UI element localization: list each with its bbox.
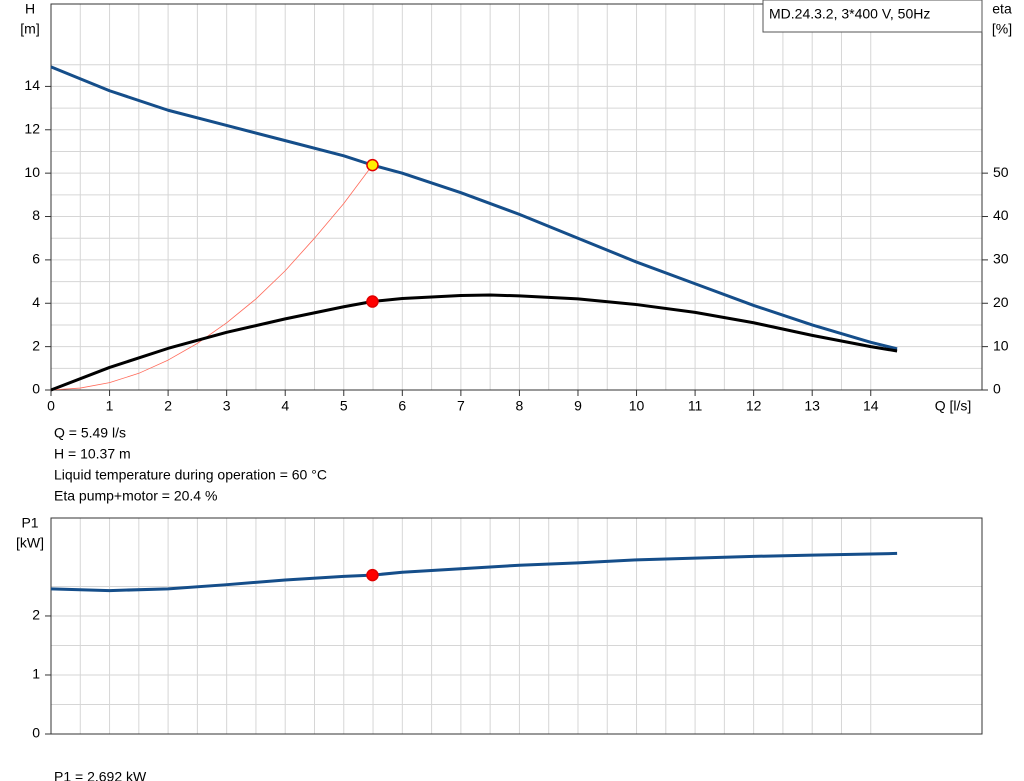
- x-tick-label: 8: [516, 398, 524, 414]
- y-tick-label: 14: [24, 77, 40, 93]
- x-tick-label: 11: [688, 398, 703, 414]
- plot-frame: [50, 517, 983, 735]
- y-axis-label: P1: [21, 515, 38, 531]
- y2-tick-label: 10: [993, 337, 1009, 353]
- operating-point: [366, 568, 379, 582]
- x-tick-label: 10: [629, 398, 645, 414]
- y2-tick-label: 30: [993, 251, 1009, 267]
- annotation: H = 10.37 m: [54, 446, 131, 462]
- curve: [50, 164, 373, 391]
- x-tick-label: 1: [106, 398, 114, 414]
- x-tick-label: 14: [863, 398, 879, 414]
- x-tick-label: 0: [47, 398, 55, 414]
- y2-tick-label: 20: [993, 294, 1009, 310]
- y-axis-label: H: [25, 1, 35, 17]
- x-tick-label: 6: [398, 398, 406, 414]
- curve: [50, 65, 898, 351]
- y-tick-label: 0: [32, 725, 40, 741]
- x-tick-label: 7: [457, 398, 465, 414]
- x-tick-label: 13: [804, 398, 820, 414]
- y-tick-label: 10: [24, 164, 40, 180]
- annotation: Eta pump+motor = 20.4 %: [54, 488, 217, 504]
- y-tick-label: 0: [32, 381, 40, 397]
- curve: [50, 293, 898, 392]
- plot-frame: [50, 3, 983, 391]
- label-text: MD.24.3.2, 3*400 V, 50Hz: [769, 6, 930, 22]
- y-tick-label: 4: [32, 294, 40, 310]
- y-tick-label: 1: [32, 666, 40, 682]
- x-axis-label: Q [l/s]: [935, 398, 972, 414]
- y2-axis-label: eta: [992, 1, 1012, 17]
- x-tick-label: 5: [340, 398, 348, 414]
- y-tick-label: 2: [32, 337, 40, 353]
- y-tick-label: 2: [32, 607, 40, 623]
- x-tick-label: 4: [281, 398, 289, 414]
- operating-point: [366, 158, 379, 172]
- annotation: Liquid temperature during operation = 60…: [54, 467, 327, 483]
- annotation: Q = 5.49 l/s: [54, 425, 126, 441]
- curve: [50, 551, 898, 593]
- y-axis-label: [m]: [20, 21, 39, 37]
- x-tick-label: 2: [164, 398, 172, 414]
- annotation: P1 = 2.692 kW: [54, 769, 147, 781]
- operating-point: [366, 295, 379, 308]
- x-tick-label: 9: [574, 398, 582, 414]
- y-tick-label: 6: [32, 251, 40, 267]
- y2-tick-label: 0: [993, 381, 1001, 397]
- x-tick-label: 3: [223, 398, 231, 414]
- label-box: [762, 0, 983, 33]
- y2-tick-label: 40: [993, 207, 1009, 223]
- y-axis-label: [kW]: [16, 535, 44, 551]
- y2-tick-label: 50: [993, 164, 1009, 180]
- x-tick-label: 12: [746, 398, 762, 414]
- y2-axis-label: [%]: [992, 21, 1012, 37]
- y-tick-label: 12: [24, 120, 40, 136]
- y-tick-label: 8: [32, 207, 40, 223]
